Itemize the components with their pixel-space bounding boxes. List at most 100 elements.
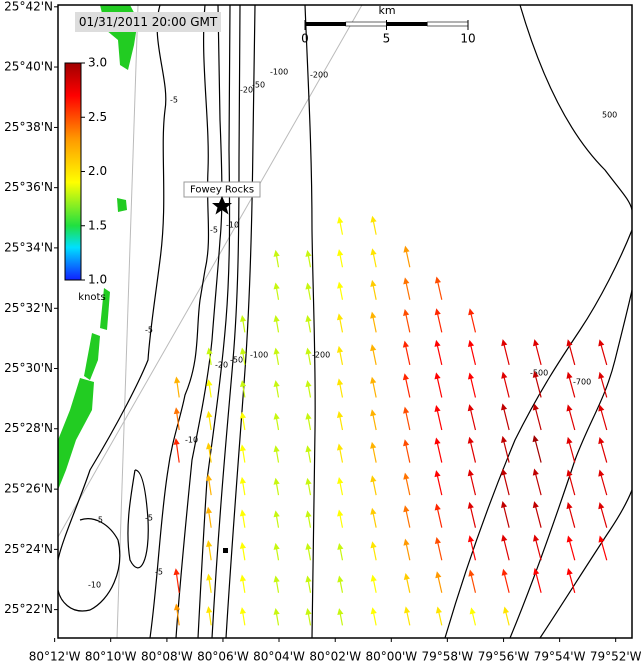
contour-label: -5 <box>155 568 163 577</box>
current-arrow <box>566 404 576 431</box>
current-arrow <box>532 501 542 528</box>
current-arrow <box>305 608 312 626</box>
current-arrow <box>434 404 443 431</box>
current-arrow <box>501 371 510 398</box>
current-arrow <box>370 507 377 528</box>
current-arrow <box>239 607 247 626</box>
current-arrow <box>467 535 477 561</box>
current-arrow <box>370 248 377 268</box>
scale-tick-label: 10 <box>460 32 475 46</box>
current-arrow <box>336 345 344 366</box>
current-arrow <box>404 606 411 626</box>
current-arrow <box>598 502 608 528</box>
current-arrow <box>501 534 510 561</box>
current-arrow <box>434 276 443 300</box>
contour-label: -10 <box>185 436 198 445</box>
current-arrow <box>403 472 411 496</box>
current-arrow <box>370 475 377 496</box>
track-line <box>116 5 139 638</box>
contour-labels: -5 -20 -50 -100 -200 -5 -10 -5 -20 -50 -… <box>88 68 617 590</box>
current-arrow <box>337 509 344 528</box>
current-arrow <box>403 538 411 561</box>
contour-label: -50 <box>230 356 243 365</box>
current-arrow <box>467 501 477 528</box>
current-arrow <box>598 339 608 366</box>
x-tick-label: 80°02'W <box>309 650 361 663</box>
current-arrow <box>239 411 247 431</box>
contour-label: -20 <box>215 361 228 370</box>
current-arrow <box>467 404 477 431</box>
current-arrow <box>336 443 344 463</box>
current-arrow <box>273 249 280 268</box>
x-tick-label: 79°52'W <box>590 650 641 663</box>
contour-label: -5 <box>170 96 178 105</box>
contours <box>58 5 632 638</box>
current-arrow <box>566 502 576 528</box>
current-arrow <box>370 409 377 431</box>
current-arrow <box>370 541 377 561</box>
contour-label: -5 <box>145 326 153 335</box>
current-arrow <box>501 339 510 366</box>
timestamp-box <box>75 12 221 32</box>
current-arrow <box>435 571 443 593</box>
scale-segment <box>345 21 387 27</box>
current-arrow <box>305 282 312 300</box>
current-arrow <box>403 309 411 333</box>
current-arrow <box>370 574 377 593</box>
current-arrow <box>239 476 247 496</box>
current-arrow <box>468 308 477 333</box>
current-arrow <box>434 536 443 561</box>
current-arrow <box>434 437 443 463</box>
current-arrow <box>239 380 247 398</box>
current-arrow <box>434 372 443 398</box>
current-arrow <box>273 315 280 333</box>
y-tick-label: 25°32'N <box>4 301 53 315</box>
contour-label: -700 <box>573 378 591 387</box>
current-arrow <box>598 535 608 561</box>
current-arrow <box>239 444 247 463</box>
y-tick-label: 25°28'N <box>4 421 53 435</box>
colorbar-tick-label: 3.0 <box>88 56 107 70</box>
current-arrow <box>467 469 477 496</box>
current-arrow <box>501 501 510 528</box>
contour-label: -10 <box>88 581 101 590</box>
current-arrow <box>403 277 411 300</box>
scale-segment <box>305 22 346 26</box>
scale-segment <box>426 21 469 27</box>
current-arrow <box>501 568 510 593</box>
current-arrow <box>402 373 411 398</box>
current-arrow <box>403 572 411 593</box>
current-arrow <box>206 606 213 626</box>
current-arrow <box>174 376 181 398</box>
current-arrow <box>467 339 477 366</box>
current-arrow <box>434 339 443 366</box>
y-tick-label: 25°30'N <box>4 361 53 375</box>
current-arrow <box>273 542 280 561</box>
y-tick-label: 25°26'N <box>4 482 53 496</box>
current-arrow <box>205 506 213 528</box>
y-tick-label: 25°34'N <box>4 240 53 254</box>
timestamp: 01/31/2011 20:00 GMT <box>79 15 218 29</box>
buoy-marker <box>223 548 228 553</box>
current-arrow <box>205 474 213 496</box>
contour-label: -5 <box>210 226 218 235</box>
current-arrow <box>403 505 411 528</box>
current-arrow <box>273 608 280 626</box>
contour-label: -20 <box>240 86 253 95</box>
current-arrow <box>206 442 213 463</box>
current-arrow <box>434 503 443 528</box>
current-arrow <box>239 314 247 333</box>
current-arrow <box>598 404 608 431</box>
y-tick-label: 25°36'N <box>4 180 53 194</box>
x-tick-label: 80°12'W <box>29 650 81 663</box>
current-arrow <box>469 607 477 626</box>
x-tick-label: 80°08'W <box>141 650 193 663</box>
current-arrow <box>533 339 542 366</box>
current-arrow <box>206 410 213 431</box>
current-arrow <box>532 370 542 398</box>
current-arrow <box>370 215 377 235</box>
station-marker <box>212 196 232 215</box>
current-arrow <box>370 607 377 626</box>
current-arrow <box>173 568 180 593</box>
